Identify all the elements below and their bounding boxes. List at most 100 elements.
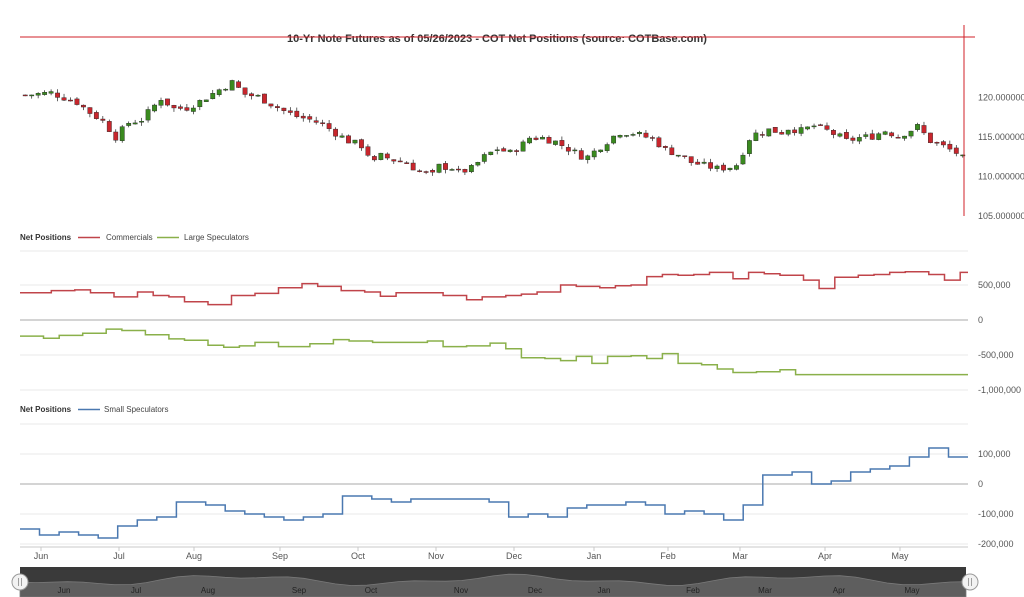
legend-large-speculators[interactable]: Large Speculators	[184, 233, 249, 242]
candle-body	[856, 137, 862, 142]
candle-body	[792, 129, 798, 134]
candle-body	[313, 120, 319, 123]
navigator-month-label: Mar	[758, 586, 772, 595]
small-y-tick: 100,000	[978, 449, 1011, 459]
candle-body	[61, 97, 67, 101]
candle-body	[74, 98, 80, 105]
candle-body	[436, 163, 442, 173]
candle-body	[132, 122, 138, 125]
candle-body	[527, 137, 532, 144]
candle-body	[598, 149, 604, 152]
candle-body	[902, 135, 907, 139]
candle-body	[643, 132, 649, 138]
candle-body	[669, 147, 675, 156]
candle-body	[759, 134, 765, 136]
candle-body	[178, 106, 183, 109]
candle-body	[850, 137, 856, 141]
candle-body	[501, 148, 507, 152]
candle-body	[494, 149, 500, 151]
chart-title: 10-Yr Note Futures as of 05/26/2023 - CO…	[287, 33, 707, 45]
candle-body	[934, 142, 940, 144]
candle-body	[843, 132, 849, 139]
candle-body	[895, 136, 901, 139]
navigator-month-label: Apr	[833, 586, 846, 595]
candle-body	[882, 131, 888, 135]
candle-body	[766, 128, 772, 137]
candle-body	[520, 141, 526, 152]
candle-body	[779, 132, 785, 135]
legend-title-1: Net Positions	[20, 233, 72, 242]
candle-body	[675, 154, 681, 157]
price-y-tick: 110.000000	[978, 172, 1024, 182]
candle-body	[721, 164, 726, 171]
candle-body	[449, 169, 455, 171]
legend-commercials[interactable]: Commercials	[106, 233, 153, 242]
candle-body	[333, 128, 338, 137]
net-y-tick: 0	[978, 315, 983, 325]
candle-body	[268, 103, 274, 107]
x-tick-label: Aug	[186, 551, 202, 561]
candle-body	[656, 137, 662, 148]
candle-body	[443, 163, 448, 170]
candle-body	[553, 140, 558, 145]
candle-body	[475, 162, 481, 166]
x-tick-label: Jan	[587, 551, 602, 561]
candle-body	[863, 134, 869, 137]
candle-body	[630, 134, 636, 136]
candle-body	[869, 133, 875, 140]
candle-body	[223, 88, 229, 91]
handle-grip	[961, 573, 979, 591]
candle-body	[585, 155, 591, 160]
candle-body	[591, 150, 597, 158]
candle-body	[171, 105, 177, 109]
candle-body	[106, 121, 112, 132]
x-tick-label: May	[891, 551, 909, 561]
navigator-series	[19, 573, 967, 597]
candle-body	[145, 109, 151, 121]
candle-body	[947, 143, 953, 150]
candle-body	[559, 140, 565, 146]
candle-body	[68, 99, 73, 102]
candle-body	[624, 135, 629, 137]
candle-body	[262, 93, 267, 104]
navigator-left-handle[interactable]	[11, 573, 29, 591]
x-tick-label: Oct	[351, 551, 366, 561]
small-y-tick: -200,000	[978, 539, 1014, 549]
x-tick-label: Jun	[34, 551, 49, 561]
candle-body	[326, 123, 332, 129]
x-tick-label: Jul	[113, 551, 125, 561]
x-tick-label: Mar	[732, 551, 748, 561]
candle-body	[578, 150, 584, 160]
x-tick-label: Apr	[818, 551, 832, 561]
candle-body	[662, 146, 668, 148]
candle-body	[42, 92, 48, 95]
candle-body	[637, 132, 642, 135]
navigator-right-handle[interactable]	[961, 573, 979, 591]
candle-body	[928, 132, 933, 143]
candle-body	[565, 147, 571, 152]
candle-body	[695, 161, 701, 165]
candle-body	[113, 131, 119, 141]
candle-body	[908, 130, 914, 137]
candle-body	[119, 126, 125, 141]
candle-body	[35, 93, 41, 96]
candle-body	[378, 152, 384, 160]
candle-body	[805, 126, 810, 130]
candle-body	[410, 162, 416, 171]
candle-body	[889, 132, 895, 137]
candle-body	[921, 125, 927, 134]
navigator-month-label: Feb	[686, 586, 700, 595]
legend-small-speculators[interactable]: Small Speculators	[104, 405, 168, 414]
net-y-tick: -1,000,000	[978, 385, 1021, 395]
net-positions-panel-1: Net Positions Commercials Large Speculat…	[20, 233, 1021, 395]
candle-body	[533, 137, 539, 140]
candle-body	[727, 167, 733, 170]
navigator[interactable]: Jun Jul Aug Sep Oct Nov Dec Jan Feb Mar Apr May	[11, 567, 979, 597]
candle-body	[152, 104, 157, 112]
navigator-month-label: Sep	[292, 586, 307, 595]
candle-body	[100, 118, 106, 121]
navigator-month-label: Dec	[528, 586, 542, 595]
small-y-tick: -100,000	[978, 509, 1014, 519]
candle-body	[81, 104, 86, 108]
candle-body	[682, 155, 688, 157]
